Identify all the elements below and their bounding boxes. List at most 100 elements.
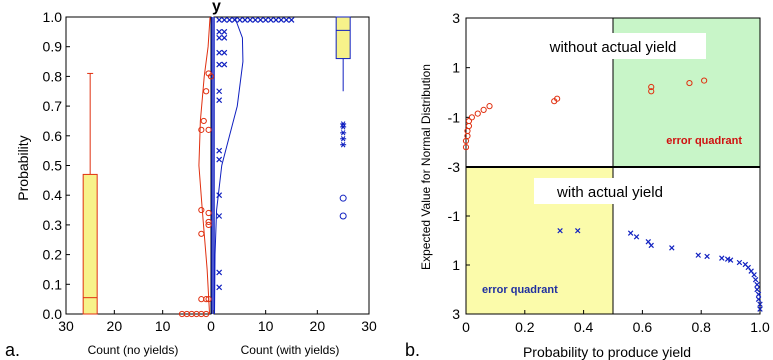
with-yields-point-b — [216, 61, 223, 68]
right-subplot-frame — [213, 16, 370, 315]
left-xtick-label: 20 — [107, 318, 123, 334]
with-yields-point — [262, 17, 269, 23]
left-xtick-label: 30 — [58, 318, 74, 334]
bottom-scatter-point-b — [742, 261, 749, 268]
with-yields-point — [221, 17, 228, 23]
bottom-scatter-point-b — [745, 264, 751, 271]
b-xtick-label: 0.2 — [515, 319, 535, 335]
with-yields-outlier — [339, 194, 347, 202]
bottom-scatter-point-b — [727, 257, 734, 263]
with-yields-outlier — [339, 212, 347, 220]
bottom-scatter-point — [755, 291, 762, 298]
with-yields-point — [278, 17, 285, 23]
with-yields-point-b — [278, 17, 285, 23]
with-yields-point-b — [257, 17, 264, 23]
bottom-ytick-label: 1 — [452, 257, 460, 273]
left-xtick-label: 0 — [207, 318, 215, 334]
bottom-scatter-point — [754, 286, 760, 293]
with-yields-point-b — [216, 192, 223, 199]
a-ytick-label: 0.4 — [43, 187, 63, 203]
no-yields-point — [203, 88, 210, 95]
top-ytick-label: -1 — [448, 109, 461, 125]
top-scatter-point — [465, 117, 473, 125]
panel-b-letter: b. — [405, 340, 420, 360]
top-scatter-point — [648, 83, 655, 91]
with-yields-point-b — [236, 17, 243, 23]
panel-b-y-axis-label: Expected Value for Normal Distribution — [419, 64, 433, 270]
b-xtick-label: 0 — [462, 319, 470, 335]
bottom-scatter-point — [627, 230, 634, 236]
bottom-scatter-point-b — [695, 252, 701, 258]
bottom-ytick-label: 3 — [452, 306, 460, 322]
with-yields-point-b — [216, 147, 223, 154]
bottom-scatter-point-b — [736, 259, 743, 266]
with-yields-point-b — [267, 17, 274, 23]
bottom-scatter-point-b — [757, 306, 763, 312]
with-yields-point-b — [288, 17, 295, 23]
b-xtick-label: 1.0 — [750, 319, 770, 335]
with-yields-point-b — [262, 17, 269, 23]
top-scatter-point — [701, 77, 708, 84]
no-yields-point — [205, 70, 212, 77]
panel-a: y Probability a. Count (no yields) Count… — [5, 0, 377, 360]
no-yields-point — [205, 221, 212, 228]
bottom-scatter-point-b — [757, 301, 763, 307]
bottom-scatter-point-b — [752, 276, 759, 283]
no-yields-point — [198, 126, 205, 133]
bottom-label-backdrop — [534, 178, 686, 204]
no-yields-point — [198, 206, 205, 214]
with-yields-point-b — [221, 17, 228, 23]
top-scatter-point — [686, 79, 693, 87]
right-xtick-label: 10 — [258, 318, 274, 334]
bottom-scatter-point — [669, 245, 675, 251]
no-yields-point — [178, 310, 186, 318]
with-yields-far-point-d2 — [340, 124, 346, 130]
bottom-scatter-point — [755, 296, 762, 303]
top-scatter-point — [474, 110, 481, 117]
a-ytick-label: 0.1 — [43, 276, 63, 292]
top-subplot-label: without actual yield — [549, 39, 677, 56]
with-yields-point-b — [252, 17, 259, 23]
with-yields-point-b — [221, 49, 228, 56]
with-yields-point-b — [216, 49, 223, 56]
bottom-scatter-point-b — [574, 227, 581, 234]
no-yields-point — [205, 209, 212, 217]
panel-a-title-fragment: y — [212, 0, 221, 15]
with-yields-point-b — [283, 17, 290, 23]
a-ytick-label: 0.8 — [43, 68, 63, 84]
with-yields-point-b — [221, 34, 228, 41]
bottom-scatter-point — [557, 227, 563, 234]
top-scatter-point — [462, 144, 470, 151]
with-yields-point-b — [216, 97, 223, 104]
bottom-scatter-point-b — [755, 291, 762, 298]
bottom-ytick-label: -1 — [448, 208, 461, 224]
top-ytick-label: 3 — [452, 10, 460, 26]
bottom-scatter-point-b — [724, 256, 731, 262]
bottom-scatter-point-b — [557, 227, 563, 234]
with-yields-point — [252, 17, 259, 23]
bottom-scatter-point — [727, 257, 734, 263]
with-yields-far-point — [340, 121, 347, 127]
right-xtick-label: 20 — [310, 318, 326, 334]
top-scatter-point — [486, 103, 493, 110]
a-ytick-label: 0.6 — [43, 128, 63, 144]
bottom-scatter-point-b — [748, 268, 754, 274]
top-label-backdrop — [520, 33, 706, 59]
with-yields-point — [226, 17, 233, 23]
with-yields-point — [216, 269, 223, 276]
bottom-scatter-point — [719, 255, 725, 261]
with-yields-far-point-d2 — [340, 130, 346, 136]
a-ytick-label: 0.2 — [43, 247, 63, 263]
with-yields-point — [216, 88, 223, 95]
with-yields-point — [242, 17, 248, 23]
with-yields-point-b — [216, 34, 223, 41]
with-yields-point — [221, 61, 228, 68]
with-yields-point-b — [216, 156, 223, 163]
bottom-scatter-point-b — [704, 253, 710, 260]
bottom-scatter-point-b — [633, 234, 640, 240]
bottom-scatter-point-b — [719, 255, 725, 261]
with-yields-point — [267, 17, 274, 23]
bottom-scatter-point — [724, 256, 731, 262]
no-yields-point — [198, 230, 205, 237]
bottom-scatter-point-b — [751, 272, 757, 278]
